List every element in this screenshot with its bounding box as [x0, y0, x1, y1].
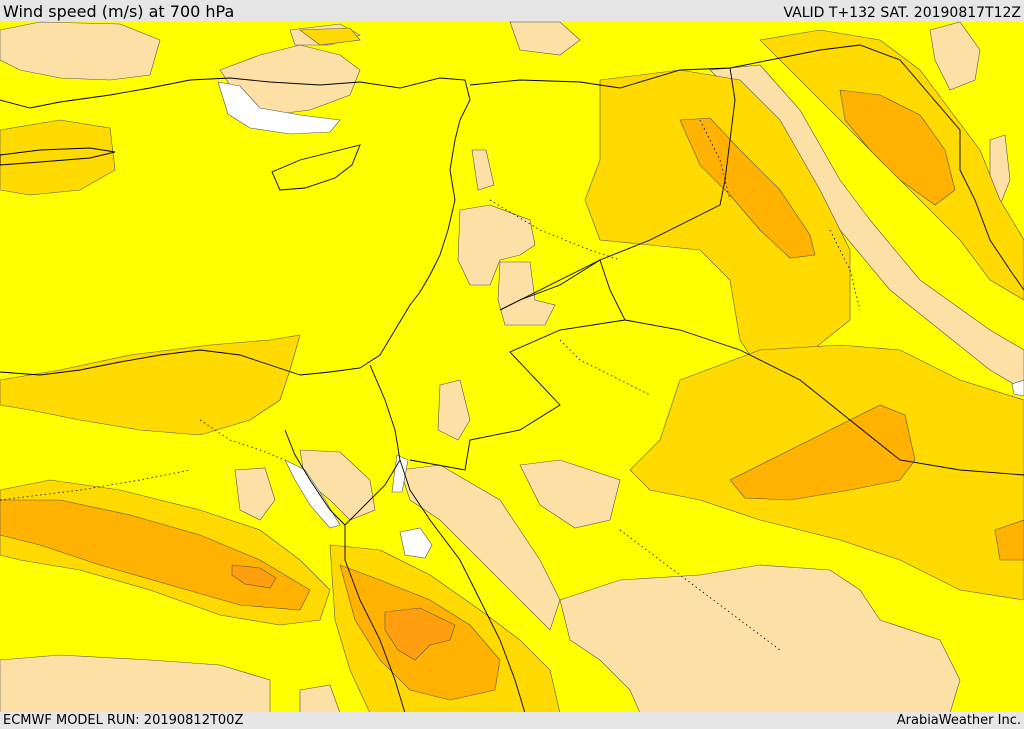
iran-patch	[929, 21, 981, 91]
header-bar	[0, 0, 1024, 22]
lebanon-patch	[471, 149, 495, 191]
iran-iraq	[779, 44, 961, 170]
internal-boundaries	[0, 119, 861, 651]
high-speed-bands	[0, 89, 1024, 701]
hejaz-band	[399, 464, 561, 631]
syria-iraq	[499, 67, 736, 311]
libya-band	[0, 334, 301, 436]
turkey-patch-west	[0, 21, 161, 81]
east-core	[994, 519, 1024, 561]
dotted-6	[829, 229, 861, 311]
dotted-3	[0, 469, 191, 501]
red-sea-west	[344, 525, 406, 713]
sinai-patch-w	[234, 467, 276, 521]
levant-patch	[457, 204, 536, 286]
egypt-max	[231, 564, 277, 589]
model-run: ECMWF MODEL RUN: 20190812T00Z	[3, 713, 244, 728]
turkey-coast	[0, 77, 471, 171]
nefud-patch	[519, 459, 621, 529]
borders	[369, 44, 1024, 476]
sinai-east	[344, 459, 401, 526]
turkey-patch-ne	[509, 21, 581, 56]
calm-sinai	[284, 459, 341, 529]
egypt-sw	[299, 684, 341, 713]
saudi-iraq	[624, 319, 1024, 476]
calm-saudi	[399, 527, 433, 559]
egypt-coast	[0, 349, 301, 376]
wind-speed-map	[0, 21, 1024, 713]
credit: ArabiaWeather Inc.	[896, 713, 1021, 728]
gulf-core	[729, 404, 916, 501]
footer-bar	[0, 712, 1024, 729]
calm-turkey	[217, 81, 341, 135]
egypt-israel	[369, 364, 401, 461]
dotted-5	[619, 529, 781, 651]
cyprus	[271, 144, 361, 191]
dotted-7	[199, 419, 286, 461]
jordan-border	[409, 259, 626, 471]
egypt-core	[0, 499, 311, 611]
gulf-suez	[284, 429, 346, 526]
red-sea-max	[384, 607, 456, 661]
calm-gulf-aqaba	[391, 454, 409, 493]
arabia-south	[559, 564, 961, 713]
calm-patches	[217, 81, 1024, 559]
calm-iran	[1011, 379, 1024, 397]
egypt-south	[0, 654, 271, 713]
levant-coast	[299, 169, 456, 376]
map-title: Wind speed (m/s) at 700 hPa	[3, 2, 235, 21]
crete-band	[0, 119, 116, 196]
valid-time: VALID T+132 SAT. 20190817T12Z	[783, 5, 1021, 21]
jordan-patch	[497, 261, 556, 326]
dotted-4	[699, 119, 731, 201]
neg-patch	[437, 379, 471, 441]
crete	[0, 147, 116, 166]
red-sea-east	[399, 459, 526, 713]
iran-core	[839, 89, 956, 206]
coastlines	[0, 77, 1024, 713]
turkey-band	[299, 27, 361, 46]
max-speed-cores	[231, 564, 456, 661]
dotted-2	[559, 339, 651, 396]
persian-gulf	[959, 169, 1024, 291]
